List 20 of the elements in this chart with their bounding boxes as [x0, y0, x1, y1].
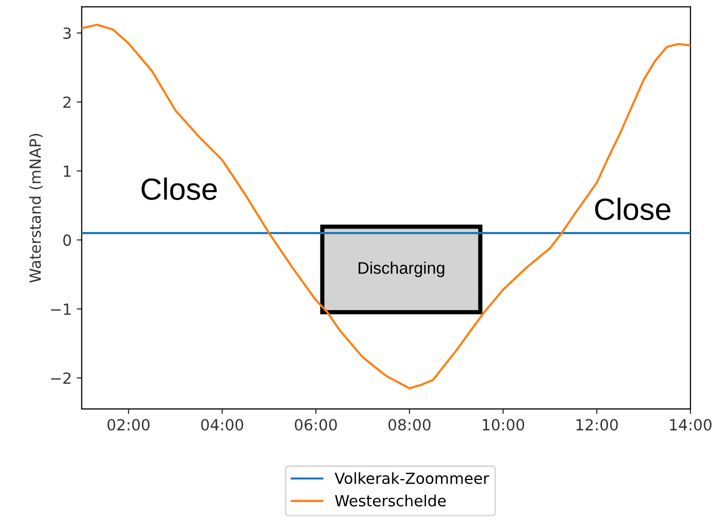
- y-tick-label: 3: [63, 27, 71, 40]
- x-tick-label: 10:00: [482, 418, 524, 431]
- y-axis-title: Waterstand (mNAP): [29, 134, 43, 283]
- y-tick-label: −2: [51, 372, 70, 384]
- x-tick-label: 08:00: [388, 418, 430, 431]
- x-tick-label: 02:00: [108, 418, 150, 431]
- x-tick-label: 14:00: [670, 418, 712, 431]
- annotation: Close: [595, 198, 670, 220]
- legend-label: Westerschelde: [335, 494, 446, 506]
- annotation: Discharging: [358, 262, 444, 278]
- x-tick-label: 04:00: [201, 418, 244, 431]
- y-tick-label: −1: [51, 304, 71, 315]
- x-tick-label: 12:00: [576, 418, 618, 431]
- y-tick-label: 2: [63, 96, 70, 108]
- y-tick-label: 0: [63, 234, 71, 246]
- y-tick-label: 1: [64, 166, 71, 177]
- legend-label: Volkerak-Zoommeer: [334, 472, 490, 484]
- annotation: Close: [142, 178, 217, 200]
- line-series: [82, 24, 690, 390]
- x-tick-label: 06:00: [294, 418, 337, 431]
